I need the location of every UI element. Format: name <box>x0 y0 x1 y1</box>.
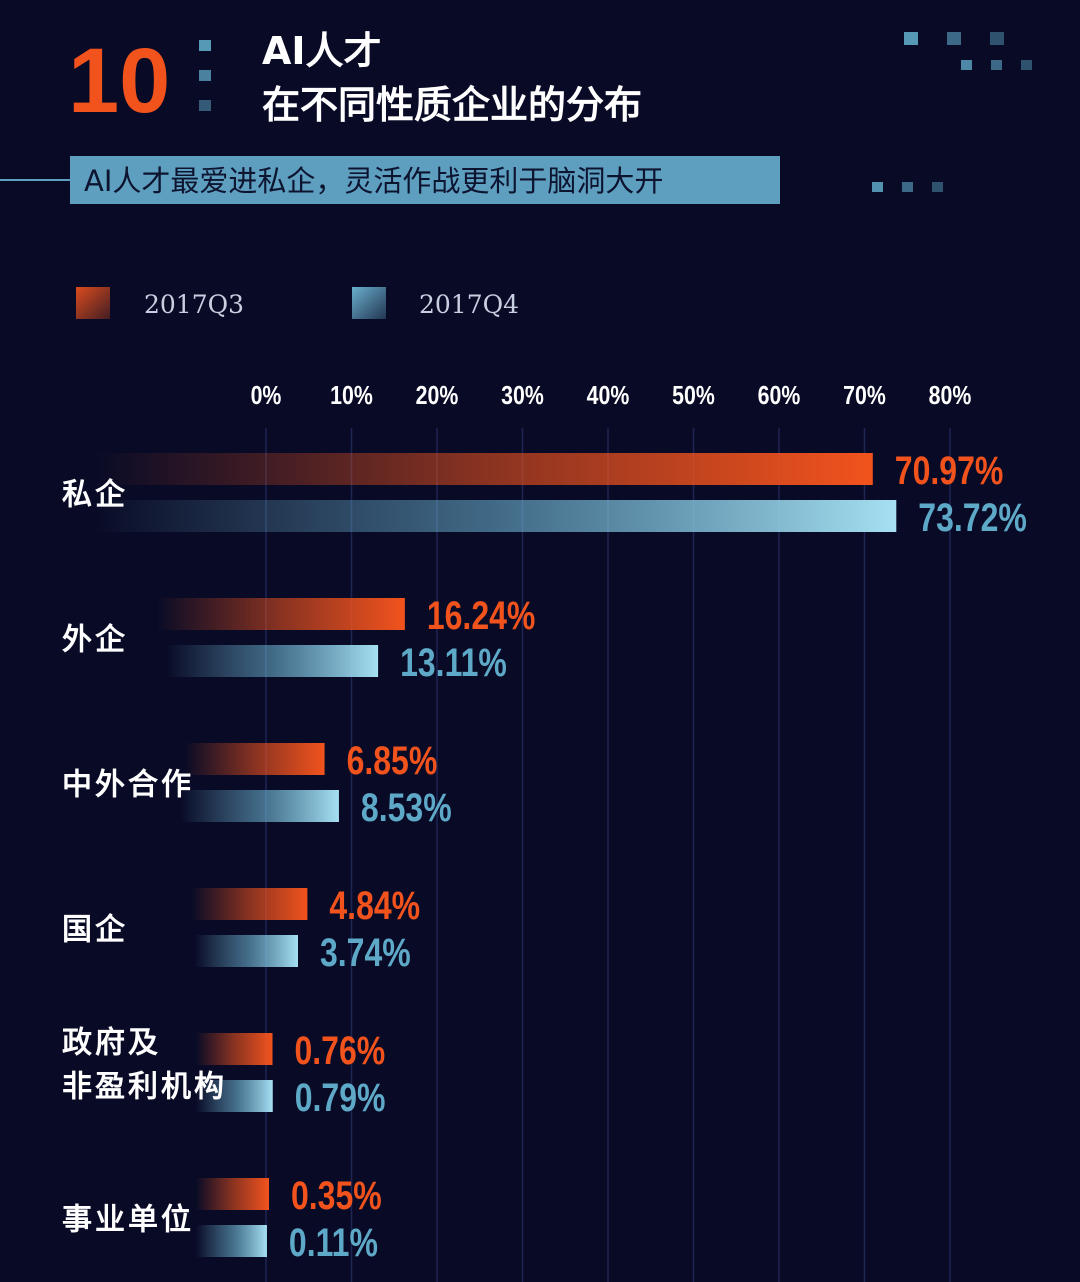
x-tick-label: 10% <box>330 381 373 411</box>
bar-q4 <box>194 935 298 967</box>
category-label: 外企 <box>62 623 128 658</box>
category-label: 政府及 <box>62 1026 161 1061</box>
legend-label-q3: 2017Q3 <box>144 290 244 319</box>
value-label: 3.74% <box>320 930 411 975</box>
value-label: 73.72% <box>918 495 1027 540</box>
bar-q4 <box>196 1225 267 1257</box>
bar-q4 <box>95 500 897 532</box>
value-labels: 70.97%73.72% 16.24%13.11% 6.85%8.53% 4.84%3… <box>289 448 1027 1265</box>
header-dots-decoration <box>199 40 211 111</box>
value-label: 70.97% <box>895 448 1004 493</box>
x-tick-label: 70% <box>843 381 886 411</box>
legend-swatch-q3 <box>76 287 110 319</box>
value-label: 0.76% <box>294 1028 385 1073</box>
subtitle: AI人才最爱进私企，灵活作战更利于脑洞大开 <box>84 164 663 198</box>
value-label: 13.11% <box>400 640 507 685</box>
x-tick-label: 60% <box>758 381 801 411</box>
bar-q3 <box>196 1178 269 1210</box>
bars <box>95 453 897 1257</box>
value-label: 8.53% <box>361 785 452 830</box>
corner-squares-decoration <box>872 32 1032 192</box>
legend-label-q4: 2017Q4 <box>419 290 519 319</box>
x-tick-label: 30% <box>501 381 544 411</box>
x-tick-label: 80% <box>929 381 972 411</box>
x-tick-label: 20% <box>416 381 459 411</box>
value-label: 6.85% <box>347 738 438 783</box>
bar-q4 <box>196 1080 273 1112</box>
title-line-2: 在不同性质企业的分布 <box>262 83 642 127</box>
value-label: 16.24% <box>427 593 536 638</box>
bar-q3 <box>196 1033 273 1065</box>
x-tick-label: 50% <box>672 381 715 411</box>
category-label: 国企 <box>62 913 128 948</box>
bar-q4 <box>166 645 379 677</box>
section-number: 10 <box>68 30 170 132</box>
category-label: 事业单位 <box>62 1203 194 1238</box>
category-label: 私企 <box>62 478 128 513</box>
bar-q4 <box>180 790 339 822</box>
bar-q3 <box>191 888 308 920</box>
subtitle-background <box>70 156 780 204</box>
legend-swatch-q4 <box>352 287 386 319</box>
bar-q3 <box>95 453 873 485</box>
bar-q3 <box>185 743 325 775</box>
value-label: 0.79% <box>295 1075 386 1120</box>
value-label: 4.84% <box>329 883 420 928</box>
value-label: 0.11% <box>289 1220 378 1265</box>
title-line-1: AI人才 <box>262 29 382 73</box>
category-label: 中外合作 <box>62 768 194 803</box>
x-tick-label: 40% <box>587 381 630 411</box>
grid-lines <box>265 428 951 1282</box>
category-label: 非盈利机构 <box>62 1070 227 1105</box>
value-label: 0.35% <box>291 1173 382 1218</box>
bar-q3 <box>157 598 405 630</box>
x-tick-label: 0% <box>251 381 282 411</box>
x-tick-labels: 0% 10% 20% 30% 40% 50% 60% 70% 80% <box>251 381 972 411</box>
